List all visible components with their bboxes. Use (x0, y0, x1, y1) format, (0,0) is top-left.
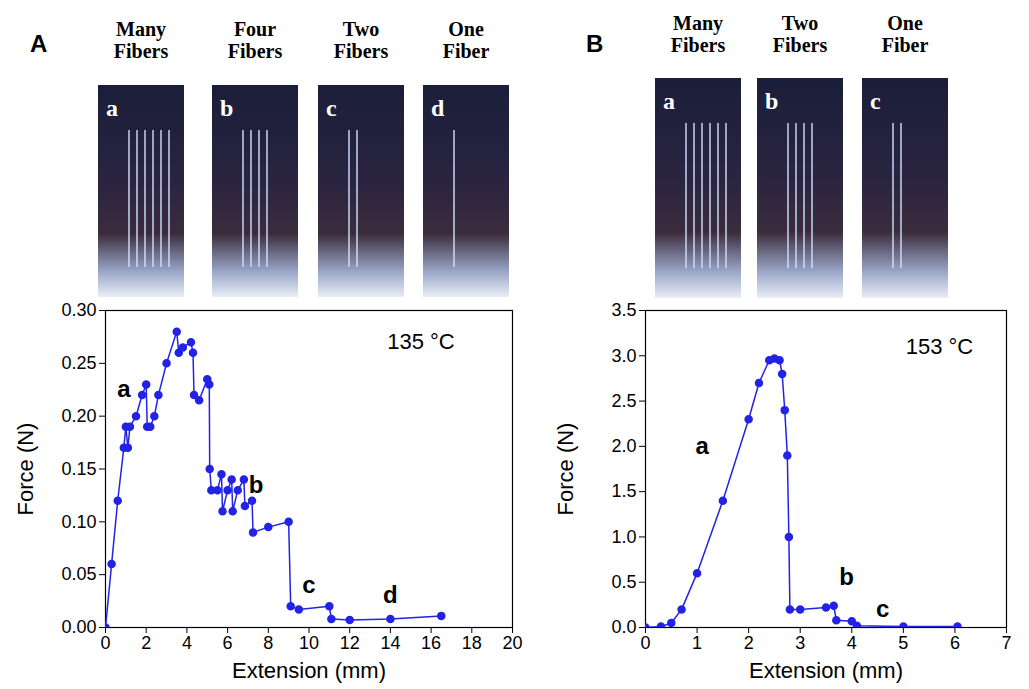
svg-text:0.15: 0.15 (61, 459, 96, 479)
svg-text:0.0: 0.0 (611, 617, 636, 637)
svg-text:5: 5 (898, 633, 908, 653)
svg-text:a: a (117, 375, 131, 402)
svg-text:4: 4 (847, 633, 857, 653)
svg-text:Force (N): Force (N) (13, 423, 38, 516)
svg-text:0.00: 0.00 (61, 617, 96, 637)
html-text:One: One (448, 18, 484, 40)
svg-text:0.30: 0.30 (61, 300, 96, 320)
svg-text:0: 0 (100, 633, 110, 653)
svg-text:16: 16 (421, 633, 441, 653)
html-text:Two: Two (342, 18, 380, 40)
svg-text:4: 4 (182, 633, 192, 653)
html-text:Two: Two (781, 12, 819, 34)
svg-text:c: c (302, 571, 315, 598)
svg-text:3.0: 3.0 (611, 346, 636, 366)
svg-text:153 °C: 153 °C (906, 334, 974, 359)
html-text:Four: Four (233, 18, 277, 40)
svg-text:0.05: 0.05 (61, 564, 96, 584)
html-text:c: c (326, 95, 337, 121)
html-text:Fiber: Fiber (881, 34, 929, 56)
svg-text:b: b (839, 563, 854, 590)
html-text:Fiber: Fiber (442, 40, 490, 62)
svg-text:c: c (876, 595, 889, 622)
svg-text:135 °C: 135 °C (387, 329, 455, 354)
html-text:Many: Many (116, 18, 166, 40)
svg-text:2: 2 (141, 633, 151, 653)
svg-text:0.20: 0.20 (61, 406, 96, 426)
html-text:A: A (30, 30, 48, 57)
svg-text:12: 12 (340, 633, 360, 653)
svg-text:6: 6 (223, 633, 233, 653)
html-text:a: a (663, 88, 675, 114)
html-text:One: One (887, 12, 923, 34)
svg-text:1.0: 1.0 (611, 527, 636, 547)
html-text:Fibers: Fibers (227, 40, 283, 62)
svg-text:2.5: 2.5 (611, 391, 636, 411)
html-text:c: c (870, 88, 881, 114)
svg-text:0: 0 (640, 633, 650, 653)
svg-text:Extension (mm): Extension (mm) (232, 658, 386, 683)
svg-text:0.10: 0.10 (61, 512, 96, 532)
svg-text:6: 6 (950, 633, 960, 653)
html-text:Fibers: Fibers (333, 40, 389, 62)
svg-text:d: d (383, 581, 398, 608)
html-text:b: b (765, 88, 779, 114)
svg-text:0.5: 0.5 (611, 572, 636, 592)
svg-text:b: b (249, 471, 264, 498)
svg-text:Force (N): Force (N) (553, 423, 578, 516)
svg-text:3.5: 3.5 (611, 300, 636, 320)
svg-text:3: 3 (795, 633, 805, 653)
html-text:d: d (431, 95, 445, 121)
svg-text:1.5: 1.5 (611, 481, 636, 501)
html-text:Fibers: Fibers (772, 34, 828, 56)
svg-text:2: 2 (744, 633, 754, 653)
svg-text:10: 10 (299, 633, 319, 653)
html-text:Fibers: Fibers (670, 34, 726, 56)
html-text:Fibers: Fibers (113, 40, 169, 62)
svg-text:2.0: 2.0 (611, 436, 636, 456)
svg-text:Extension (mm): Extension (mm) (749, 658, 903, 683)
svg-text:1: 1 (692, 633, 702, 653)
svg-text:14: 14 (380, 633, 400, 653)
svg-text:a: a (696, 432, 710, 459)
svg-text:0.25: 0.25 (61, 353, 96, 373)
svg-text:7: 7 (1001, 633, 1011, 653)
svg-text:18: 18 (462, 633, 482, 653)
html-text:B: B (586, 30, 604, 57)
svg-text:8: 8 (263, 633, 273, 653)
html-text:a: a (106, 95, 118, 121)
html-text:b: b (220, 95, 234, 121)
html-text:Many: Many (673, 12, 723, 34)
svg-text:20: 20 (502, 633, 522, 653)
